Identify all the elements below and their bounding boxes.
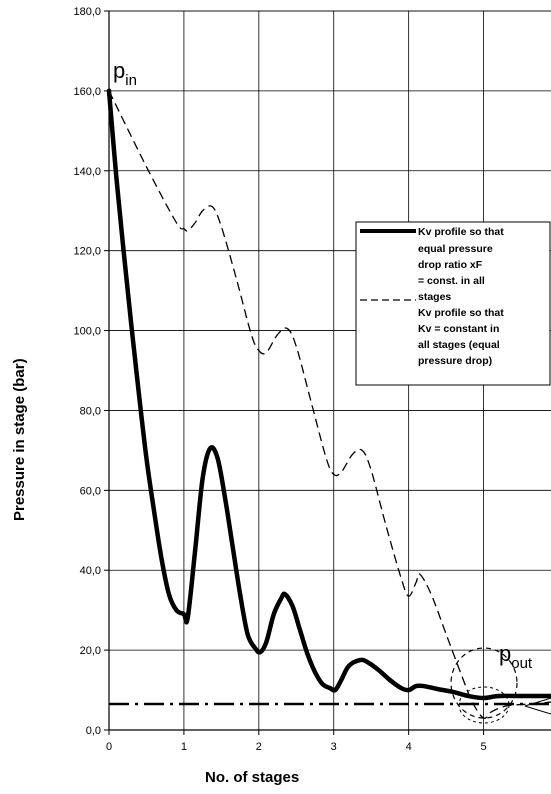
y-axis-title: Pressure in stage (bar)	[11, 358, 28, 521]
legend-dashed-line-3: all stages (equal	[418, 339, 500, 351]
legend-solid-line-1: Kv profile so that	[418, 226, 504, 238]
y-tick-label: 40,0	[80, 565, 101, 577]
y-tick-label: 180,0	[73, 6, 101, 18]
legend: Kv profile so that equal pressure drop r…	[355, 221, 551, 386]
y-tick-label: 80,0	[80, 405, 101, 417]
x-tick-label: 0	[106, 741, 112, 753]
legend-dashed-line-4: pressure drop)	[418, 355, 492, 367]
legend-dashed-line-1: Kv profile so that	[418, 307, 504, 319]
p-in-annotation: pin	[113, 58, 137, 89]
legend-dashed-line-2: Kv = constant in	[418, 323, 499, 335]
y-tick-label: 120,0	[73, 246, 101, 258]
plot-frame	[104, 10, 551, 735]
p-out-dashed-circle	[450, 647, 518, 719]
x-tick-label: 1	[181, 741, 187, 753]
legend-solid-line-5: stages	[418, 291, 451, 303]
y-tick-label: 140,0	[73, 166, 101, 178]
y-tick-label: 100,0	[73, 326, 101, 338]
p-out-tail-lines	[524, 697, 551, 715]
series-equal-xF-line	[106, 88, 551, 701]
p-out-label: pout	[499, 641, 533, 672]
y-tick-labels: 0,0 20,0 40,0 60,0 80,0 100,0 120,0 140,0 160,0 1…	[73, 6, 101, 737]
x-tick-labels: 0 1 2 3 4 5	[106, 741, 487, 753]
p-out-annotation: pout	[499, 641, 533, 672]
legend-solid-line-4: = const. in all	[418, 275, 485, 287]
legend-solid-line-2: equal pressure	[418, 243, 493, 255]
legend-solid-line-3: drop ratio xF	[418, 259, 483, 271]
x-tick-label: 3	[331, 741, 337, 753]
legend-box	[355, 221, 551, 386]
y-tick-label: 60,0	[80, 485, 101, 497]
p-out-small-circle	[458, 686, 510, 724]
x-tick-label: 4	[406, 741, 412, 753]
y-tick-label: 160,0	[73, 86, 101, 98]
y-tick-label: 20,0	[80, 645, 101, 657]
x-tick-label: 5	[481, 741, 487, 753]
series-constant-kv-line	[108, 90, 551, 719]
x-axis-title: No. of stages	[205, 769, 299, 786]
x-tick-label: 2	[256, 741, 262, 753]
series-lines	[106, 88, 551, 719]
y-tick-label: 0,0	[86, 725, 101, 737]
p-in-label: pin	[113, 58, 137, 89]
